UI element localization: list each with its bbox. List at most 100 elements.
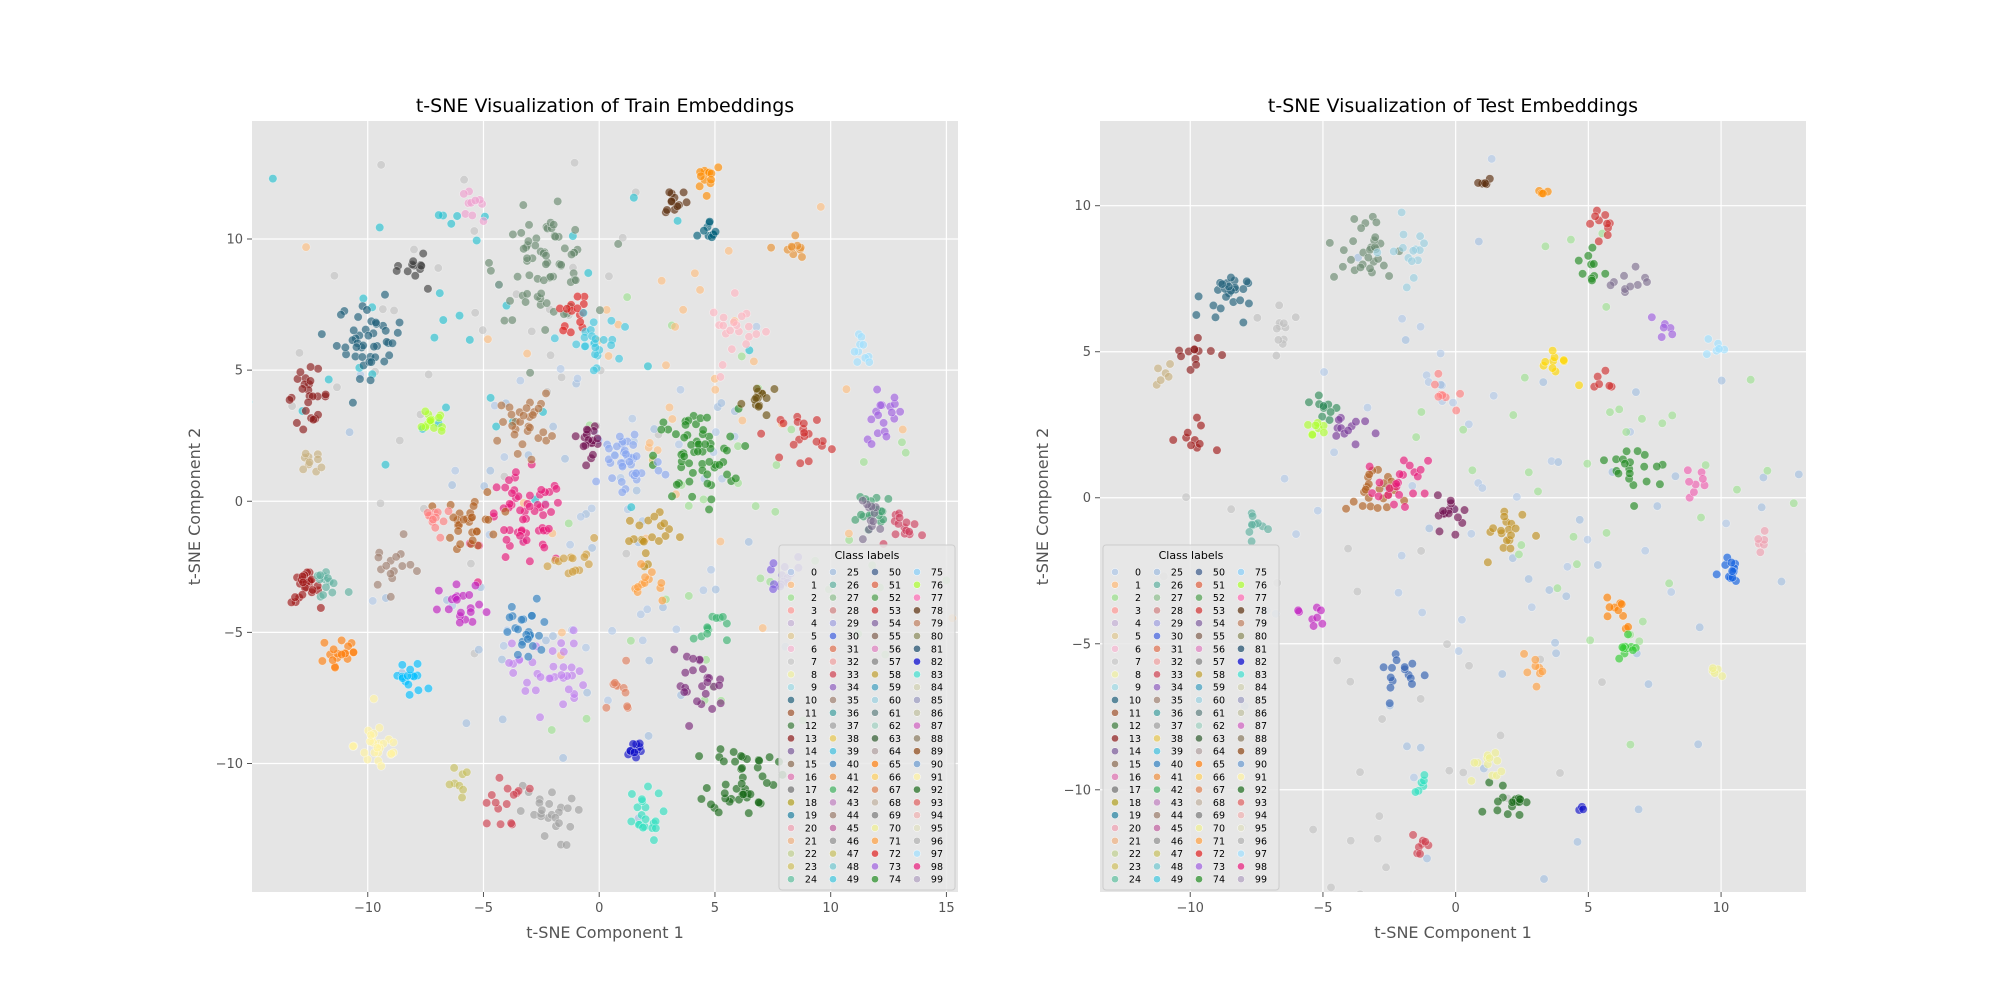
legend-label: 93 — [1255, 798, 1267, 809]
data-point — [1589, 259, 1599, 269]
legend-label: 45 — [1171, 824, 1183, 835]
data-point — [516, 806, 526, 816]
data-point — [391, 552, 401, 562]
data-point — [1384, 271, 1394, 281]
data-point — [644, 731, 654, 741]
data-point — [875, 524, 885, 534]
legend-label: 2 — [811, 593, 817, 604]
legend-marker — [829, 696, 837, 704]
data-point — [468, 535, 478, 545]
data-point — [1416, 407, 1426, 417]
data-point — [1373, 503, 1383, 513]
data-point — [1319, 427, 1329, 437]
legend-label: 4 — [811, 619, 817, 630]
legend-item: 65 — [1195, 760, 1225, 771]
legend-item: 57 — [1195, 657, 1225, 668]
data-point — [714, 807, 724, 817]
legend-marker — [913, 593, 921, 602]
legend-marker — [787, 772, 795, 781]
legend-marker — [829, 606, 837, 615]
data-point — [375, 222, 385, 232]
data-point — [702, 469, 712, 479]
legend-label: 81 — [931, 644, 943, 655]
data-point — [572, 303, 582, 313]
data-point — [720, 788, 730, 798]
data-point — [901, 448, 911, 458]
data-point — [321, 582, 331, 592]
data-point — [627, 414, 637, 424]
data-point — [531, 685, 541, 695]
data-point — [522, 349, 532, 359]
data-point — [459, 515, 469, 525]
data-point — [1540, 357, 1550, 367]
legend-marker — [871, 785, 879, 794]
legend-item: 97 — [913, 849, 943, 860]
legend-item: 28 — [1153, 606, 1183, 617]
data-point — [1444, 766, 1454, 776]
data-point — [482, 487, 492, 497]
legend-label: 38 — [847, 734, 859, 745]
data-point — [1566, 235, 1576, 245]
legend-item: 2 — [787, 593, 817, 604]
legend-marker — [1111, 670, 1119, 679]
data-point — [374, 723, 384, 733]
data-point — [565, 540, 575, 550]
data-point — [879, 418, 889, 428]
data-point — [1698, 474, 1708, 484]
data-point — [1555, 768, 1565, 778]
data-point — [615, 432, 625, 442]
legend-label: 75 — [1255, 568, 1267, 579]
data-point — [1696, 513, 1706, 523]
data-point — [496, 400, 506, 410]
data-point — [684, 591, 694, 601]
data-point — [1625, 740, 1635, 750]
data-point — [578, 680, 588, 690]
data-point — [628, 440, 638, 450]
data-point — [617, 477, 627, 487]
data-point — [629, 747, 639, 757]
data-point — [570, 158, 580, 168]
data-point — [1506, 530, 1516, 540]
data-point — [881, 432, 891, 442]
legend-item: 10 — [1111, 696, 1141, 707]
data-point — [534, 631, 544, 641]
data-point — [649, 835, 659, 845]
data-point — [1263, 524, 1273, 534]
legend-marker — [871, 836, 879, 845]
data-point — [1247, 536, 1257, 546]
data-point — [384, 350, 394, 360]
data-point — [1600, 269, 1610, 279]
data-point — [1600, 366, 1610, 376]
data-point — [715, 537, 725, 547]
legend-label: 98 — [1255, 862, 1267, 873]
data-point — [1238, 317, 1248, 327]
data-point — [656, 578, 666, 588]
data-point — [679, 687, 689, 697]
data-point — [301, 449, 311, 459]
legend-label: 71 — [889, 836, 901, 847]
legend-marker — [871, 632, 879, 640]
legend-item: 84 — [1237, 683, 1267, 694]
legend-marker — [1153, 824, 1161, 832]
data-point — [1717, 376, 1727, 386]
legend-marker — [829, 568, 837, 576]
data-point — [1522, 667, 1532, 677]
data-point — [482, 607, 492, 617]
legend-item: 75 — [913, 568, 943, 579]
legend-marker — [1111, 606, 1119, 615]
data-point — [378, 304, 388, 314]
data-point — [1312, 613, 1322, 623]
legend-item: 24 — [1111, 875, 1141, 886]
legend-marker — [913, 811, 921, 820]
legend-label: 32 — [1171, 657, 1183, 668]
legend-marker — [871, 683, 879, 692]
data-point — [718, 360, 728, 370]
data-point — [449, 763, 459, 773]
data-point — [744, 808, 754, 818]
legend-label: 99 — [931, 875, 943, 886]
legend-label: 59 — [1213, 683, 1225, 694]
data-point — [1467, 465, 1477, 475]
data-point — [466, 607, 476, 617]
legend-marker — [913, 683, 921, 692]
data-point — [517, 640, 527, 650]
